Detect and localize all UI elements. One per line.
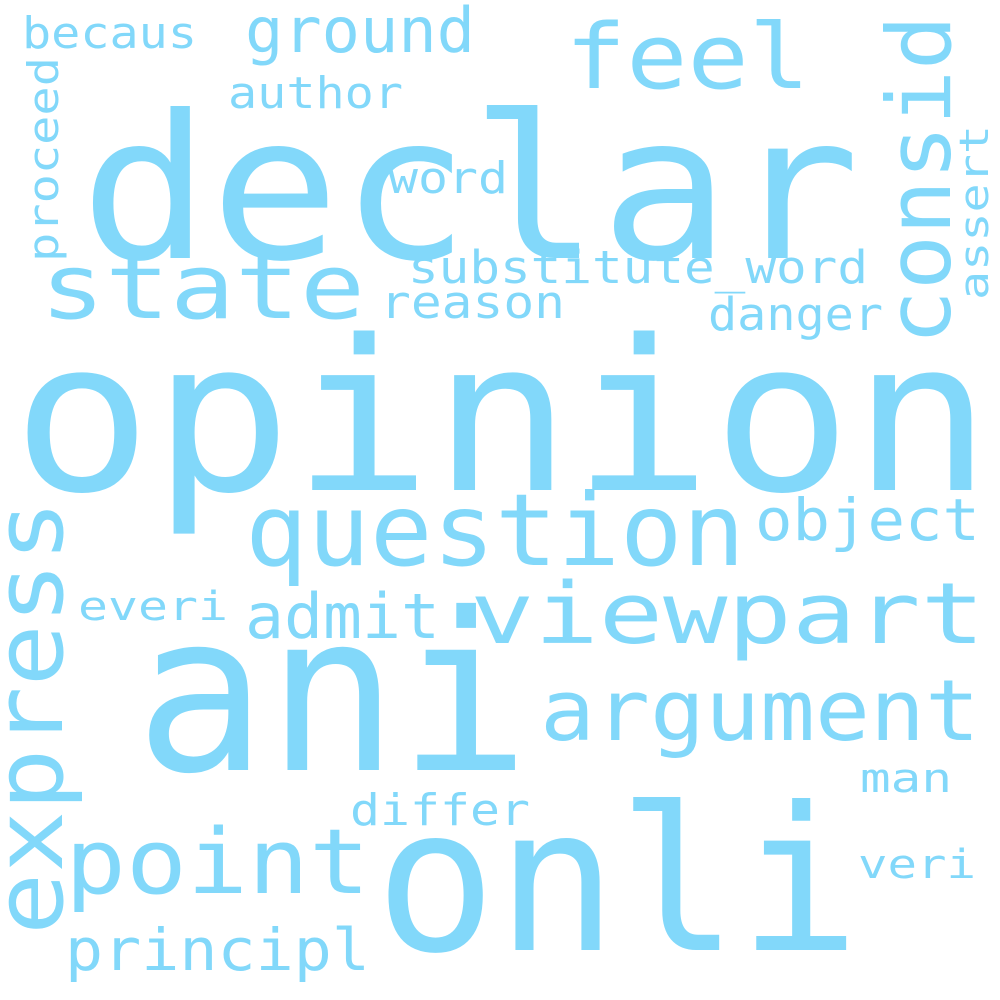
word-principl: principl xyxy=(65,916,370,984)
word-veri: veri xyxy=(858,842,976,888)
word-everi: everi xyxy=(78,584,228,630)
word-differ: differ xyxy=(350,785,530,836)
word-point: point xyxy=(65,810,370,915)
word-ani: ani xyxy=(135,566,530,822)
word-onli: onli xyxy=(375,765,860,998)
word-feel: feel xyxy=(565,5,810,110)
word-becaus: becaus xyxy=(22,8,197,59)
word-author: author xyxy=(228,68,403,119)
word-declar: declar xyxy=(80,73,860,306)
word-argument: argument xyxy=(540,662,980,761)
word-object: object xyxy=(755,486,980,554)
word-consid: consid xyxy=(868,15,971,345)
word-substitute-word: substitute_word xyxy=(408,241,868,294)
word-question: question xyxy=(245,472,745,589)
word-assert: assert xyxy=(952,125,998,300)
word-reason: reason xyxy=(380,276,565,329)
word-admit: admit xyxy=(245,580,440,653)
word-state: state xyxy=(40,235,365,340)
word-opinion: opinion xyxy=(12,295,992,540)
word-express: express xyxy=(0,500,85,935)
word-ground: ground xyxy=(245,0,475,67)
word-word: word xyxy=(388,153,508,204)
word-danger: danger xyxy=(708,288,883,341)
word-viewpart: viewpart xyxy=(470,565,985,664)
word-man: man xyxy=(860,756,952,802)
word-proceed: proceed xyxy=(19,57,68,262)
